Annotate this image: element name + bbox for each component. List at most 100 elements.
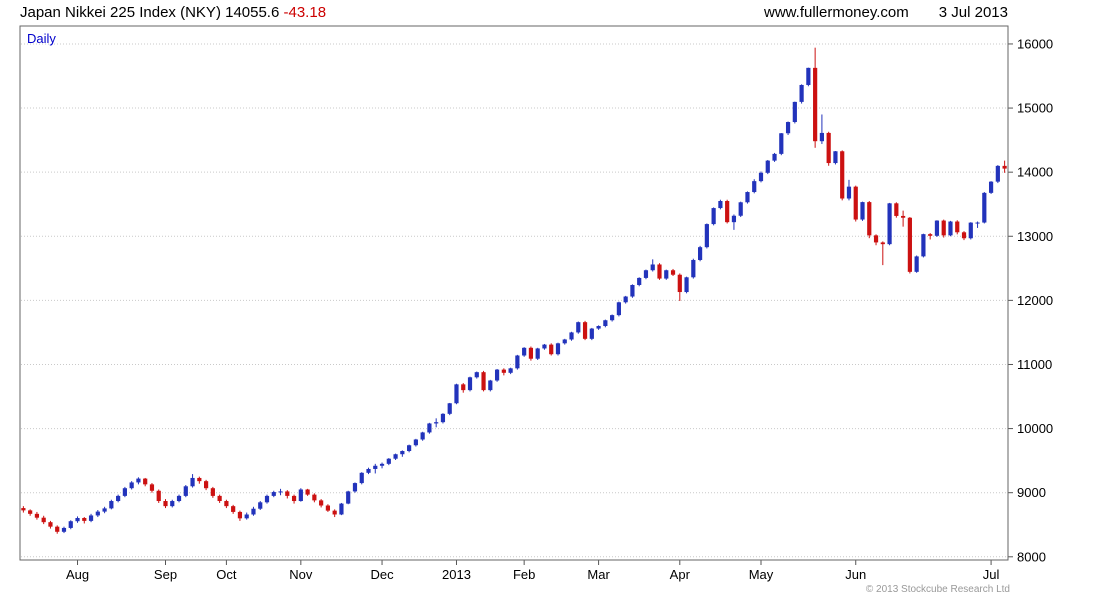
candle-down [48, 522, 53, 527]
candle-up [752, 181, 757, 193]
candle-up [806, 67, 811, 85]
candle-down [285, 491, 290, 496]
candle-up [664, 270, 669, 279]
candle-up [833, 151, 838, 164]
candle-down [291, 495, 297, 502]
candle-down [873, 235, 879, 243]
candle-down [867, 202, 872, 236]
candle-up [914, 256, 919, 272]
candle-down [41, 517, 46, 523]
candle-up [704, 224, 709, 248]
candle-up [934, 220, 940, 236]
candle-up [122, 488, 127, 496]
candle-up [562, 339, 567, 344]
candle-up [258, 502, 263, 509]
candle-up [190, 477, 195, 487]
candle-down [461, 384, 466, 391]
candle-down [961, 232, 967, 239]
candle-up [765, 160, 770, 173]
candle-down [901, 215, 906, 218]
candle-up [413, 439, 418, 446]
candle-up [474, 372, 479, 378]
candle-up [623, 296, 628, 303]
candle-up [643, 270, 649, 278]
candle-down [941, 220, 946, 236]
x-axis-label: Sep [154, 567, 177, 582]
candle-down [28, 510, 33, 514]
candle-down [826, 132, 831, 164]
candle-up [61, 527, 67, 532]
candle-up [373, 465, 378, 469]
site-link[interactable]: www.fullermoney.com [764, 4, 909, 21]
candle-up [400, 451, 405, 455]
candle-up [589, 328, 594, 339]
candle-up [407, 445, 412, 452]
candle-down [305, 489, 310, 495]
candle-down [143, 478, 148, 485]
candle-down [55, 526, 60, 532]
candle-up [542, 344, 547, 349]
y-axis-label: 10000 [1017, 421, 1053, 436]
candle-up [603, 320, 608, 327]
candle-up [298, 489, 303, 502]
candle-down [163, 501, 168, 507]
y-axis-label: 12000 [1017, 293, 1053, 308]
header: Japan Nikkei 225 Index (NKY) 14055.6 -43… [20, 4, 326, 21]
candle-down [210, 488, 215, 496]
x-axis-label: Feb [513, 567, 535, 582]
candle-up [170, 501, 175, 507]
candle-up [697, 247, 703, 260]
candle-down [657, 264, 662, 279]
candle-down [894, 203, 899, 216]
candle-down [928, 234, 933, 236]
candle-up [982, 192, 987, 223]
page-title: Japan Nikkei 225 Index (NKY) 14055.6 [20, 4, 280, 21]
y-axis-label: 9000 [1017, 485, 1046, 500]
candle-down [224, 501, 229, 507]
candle-up [846, 186, 852, 199]
candle-down [319, 500, 324, 506]
candle-down [332, 510, 337, 515]
candle-up [522, 347, 527, 356]
candle-up [596, 326, 601, 329]
candle-up [711, 208, 716, 225]
candle-up [887, 203, 892, 245]
candle-up [799, 84, 804, 102]
candle-up [630, 284, 635, 297]
candle-down [880, 242, 885, 245]
candle-up [637, 277, 642, 285]
candle-up [440, 413, 446, 423]
candle-down [813, 67, 818, 142]
candle-up [420, 432, 425, 440]
candle-down [312, 494, 317, 501]
candle-up [488, 380, 493, 391]
candle-up [968, 222, 973, 239]
candle-up [183, 486, 188, 496]
candle-up [88, 515, 94, 521]
candle-up [921, 234, 926, 257]
header-right: www.fullermoney.com 3 Jul 2013 [764, 4, 1008, 21]
candle-down [231, 506, 236, 512]
plot-border [19, 25, 1009, 561]
candle-up [467, 377, 473, 391]
x-axis-label: May [749, 567, 774, 582]
candle-up [271, 492, 276, 496]
candle-down [528, 347, 534, 359]
candle-up [948, 221, 953, 236]
candle-up [278, 491, 283, 493]
y-axis-label: 14000 [1017, 165, 1053, 180]
candle-up [129, 482, 134, 489]
copyright: © 2013 Stockcube Research Ltd [865, 584, 1010, 595]
candle-up [359, 472, 364, 484]
candle-up [251, 508, 256, 515]
candle-up [731, 215, 737, 223]
candle-down [82, 518, 87, 521]
candle-up [102, 508, 107, 512]
y-axis-label: 8000 [1017, 549, 1046, 564]
candle-up [176, 495, 182, 502]
candle-down [840, 151, 845, 199]
candle-up [136, 478, 141, 483]
candle-up [650, 264, 655, 271]
candle-up [366, 468, 371, 473]
